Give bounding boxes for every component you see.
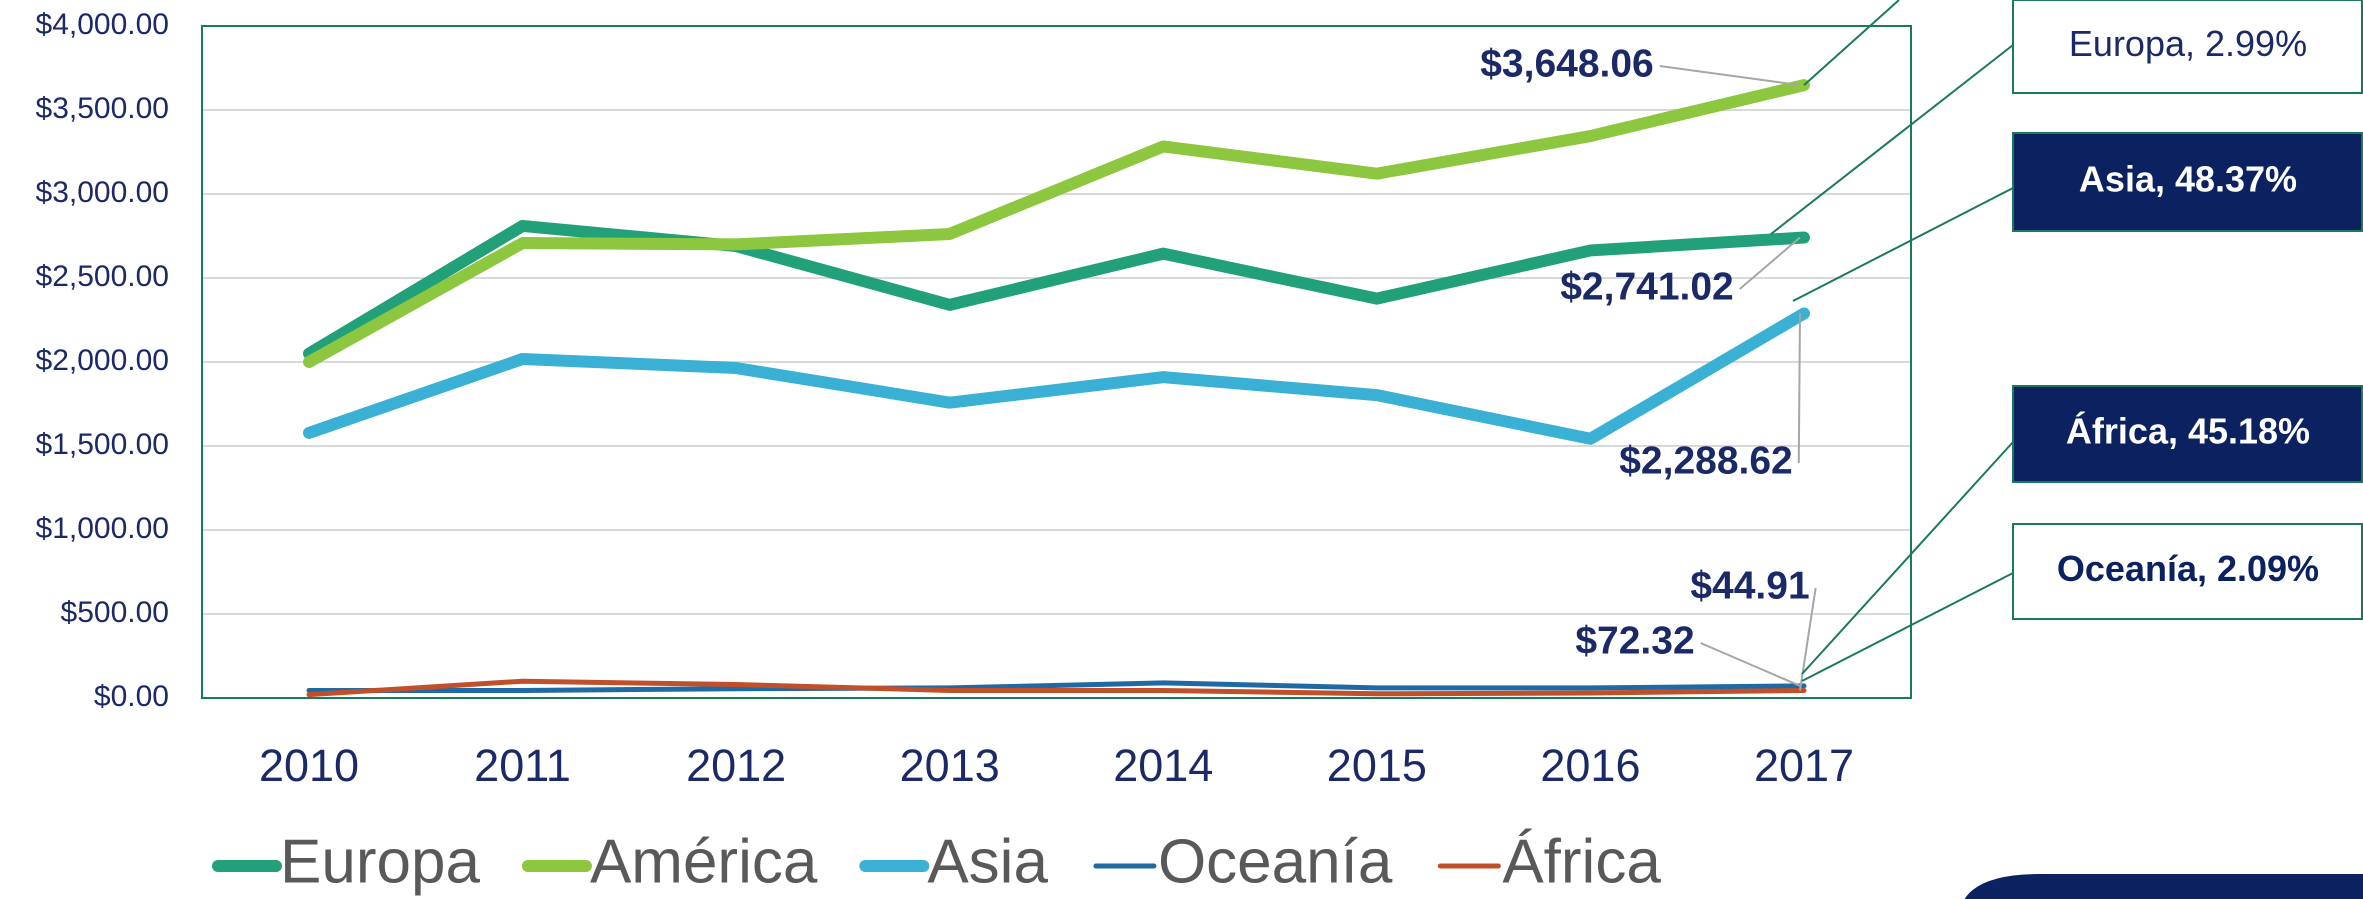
legend-label: Europa	[280, 827, 480, 896]
x-tick-label: 2013	[900, 740, 1000, 791]
y-tick-label: $500.00	[61, 596, 169, 629]
y-tick-label: $2,000.00	[36, 344, 169, 377]
decoration	[1959, 874, 2363, 899]
x-tick-label: 2014	[1113, 740, 1213, 791]
leader-line	[1659, 65, 1801, 87]
series-line	[306, 678, 1807, 698]
leader-line	[1700, 642, 1801, 687]
legend-label: América	[590, 827, 818, 896]
leader-line	[1797, 313, 1801, 464]
callout-box	[2012, 523, 2363, 620]
callout-line	[1770, 44, 2014, 235]
y-tick-label: $1,500.00	[36, 428, 169, 461]
callout-text: Asia, 48.37%	[2079, 159, 2297, 200]
callout-text: Oceanía, 2.09%	[2057, 548, 2319, 589]
x-tick-label: 2015	[1327, 740, 1427, 791]
series-line	[303, 79, 1810, 368]
x-tick-label: 2010	[259, 740, 359, 791]
callout-text: Europa, 2.99%	[2069, 23, 2307, 64]
series-line	[306, 680, 1807, 693]
callout-line	[1801, 441, 2014, 675]
data-label: $72.32	[1575, 619, 1694, 662]
callout-box	[2012, 385, 2363, 483]
y-tick-label: $2,500.00	[36, 260, 169, 293]
series-line	[303, 307, 1810, 445]
x-tick-label: 2017	[1754, 740, 1854, 791]
callout-line	[1803, 0, 1900, 86]
callout-line	[1792, 187, 2014, 302]
y-tick-label: $4,000.00	[36, 8, 169, 41]
series-line	[303, 219, 1810, 360]
legend-label: Asia	[927, 827, 1048, 896]
leader-line	[1739, 236, 1801, 290]
data-label: $3,648.06	[1480, 42, 1654, 85]
data-label: $2,741.02	[1560, 265, 1734, 308]
y-tick-label: $0.00	[94, 680, 169, 713]
callout-line	[1801, 572, 2014, 682]
x-tick-label: 2016	[1540, 740, 1640, 791]
y-tick-label: $3,000.00	[36, 176, 169, 209]
data-label: $2,288.62	[1619, 439, 1793, 482]
plot-border	[201, 25, 1912, 699]
callout-box	[2012, 0, 2363, 94]
data-label: $44.91	[1690, 564, 1809, 607]
callout-text: África, 45.18%	[2066, 411, 2310, 452]
legend-label: Oceanía	[1158, 827, 1393, 896]
y-tick-label: $3,500.00	[36, 92, 169, 125]
y-tick-label: $1,000.00	[36, 512, 169, 545]
legend-label: África	[1502, 827, 1661, 896]
x-tick-label: 2011	[474, 740, 571, 791]
callout-box	[2012, 132, 2363, 232]
x-tick-label: 2012	[686, 740, 786, 791]
